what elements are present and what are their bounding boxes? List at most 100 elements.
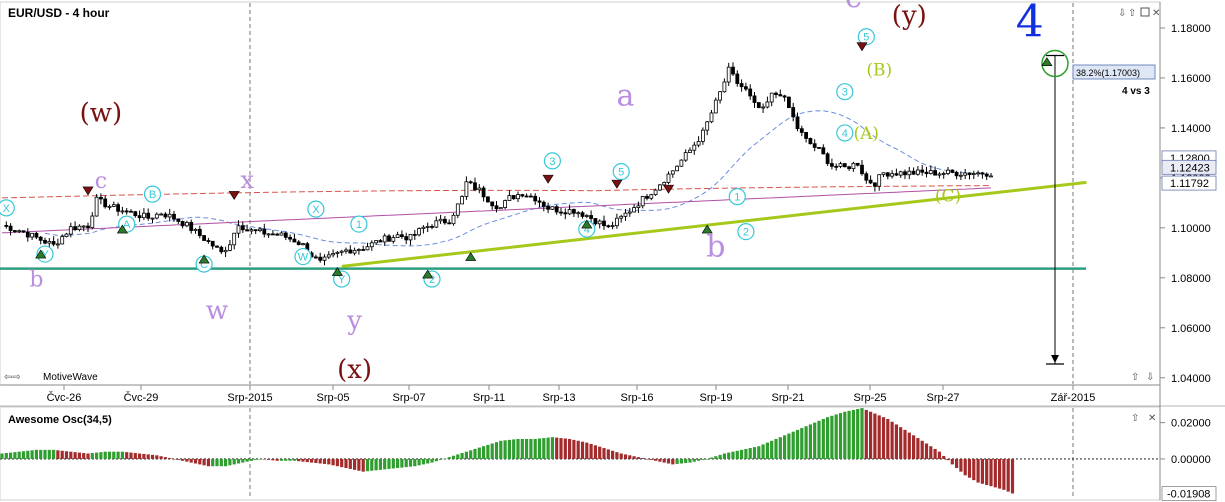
move-down-icon[interactable]: ⇩ xyxy=(1118,8,1126,19)
osc-move-up-icon[interactable]: ⇧ xyxy=(1131,413,1139,424)
candle-body xyxy=(597,220,602,225)
osc-bar xyxy=(1002,458,1006,490)
time-tick-label: Čvc-26 xyxy=(47,391,82,404)
osc-bar xyxy=(1006,458,1010,492)
pivot-high-marker xyxy=(611,179,623,189)
osc-bar xyxy=(744,448,748,459)
close-panel-icon[interactable]: ✕ xyxy=(1152,8,1160,19)
wave-circle-text: 1 xyxy=(356,219,362,231)
osc-bar xyxy=(714,456,718,459)
osc-close-icon[interactable]: ✕ xyxy=(1148,413,1156,424)
osc-bar xyxy=(662,458,666,463)
candle-body xyxy=(645,196,649,199)
candle-body xyxy=(99,196,103,200)
pivot-low-marker xyxy=(116,224,128,234)
osc-bar xyxy=(950,458,954,465)
fib-note: 4 vs 3 xyxy=(1122,86,1150,97)
osc-bar xyxy=(967,458,972,478)
candle-body xyxy=(120,210,125,213)
candle-body xyxy=(129,210,133,213)
candle-body xyxy=(808,138,813,145)
osc-bar xyxy=(271,458,275,461)
price-tick-label: 1.10000 xyxy=(1171,223,1211,235)
candle-body xyxy=(516,194,520,200)
osc-bar xyxy=(417,458,421,466)
move-up-icon[interactable]: ⇧ xyxy=(1128,8,1136,19)
osc-bar xyxy=(64,451,69,459)
candle-body xyxy=(976,172,980,175)
candle-body xyxy=(941,173,946,175)
osc-bar xyxy=(155,455,159,459)
panel-controls-main-bottom[interactable]: ⇧ ⇩ xyxy=(1131,372,1154,383)
wave-circle-label: 1 xyxy=(728,188,746,206)
candle-body xyxy=(752,95,757,103)
osc-bar xyxy=(615,452,619,459)
osc-bar xyxy=(206,458,210,467)
wave-label: (B) xyxy=(866,60,892,80)
osc-bar xyxy=(783,435,787,459)
time-tick-label: Srp-13 xyxy=(542,392,575,404)
candle-body xyxy=(933,170,937,176)
osc-bar xyxy=(800,428,804,459)
osc-bar xyxy=(568,438,572,459)
osc-bar xyxy=(864,409,868,459)
candle-body xyxy=(146,212,151,219)
candle-body xyxy=(632,207,636,213)
maximize-panel-icon[interactable] xyxy=(1140,7,1150,17)
osc-bar xyxy=(193,458,198,464)
osc-bar xyxy=(39,449,43,459)
osc-bar xyxy=(520,438,524,459)
osc-bar xyxy=(649,458,653,460)
footer-label: ⇦⇨ MotiveWave xyxy=(4,372,98,383)
osc-bar xyxy=(494,442,499,459)
pivot-low-marker xyxy=(331,267,343,276)
candle-body xyxy=(17,230,22,233)
time-tick-label: Srp-05 xyxy=(316,392,349,404)
osc-bar xyxy=(688,458,692,463)
osc-bar xyxy=(408,458,413,467)
osc-bar xyxy=(757,446,761,459)
candle-body xyxy=(94,196,99,217)
osc-bar xyxy=(30,450,34,459)
osc-bar xyxy=(198,458,202,465)
candle-body xyxy=(356,249,361,251)
osc-bar xyxy=(959,458,963,472)
osc-bar xyxy=(598,446,602,459)
candle-body xyxy=(176,218,181,222)
osc-bar xyxy=(903,429,907,459)
candle-body xyxy=(365,246,370,251)
osc-bar xyxy=(374,458,378,471)
candle-body xyxy=(688,149,692,153)
candle-body xyxy=(408,234,413,241)
target-circle xyxy=(1041,49,1069,78)
osc-bar xyxy=(985,458,989,485)
osc-bar xyxy=(439,458,443,460)
scroll-up-icon[interactable]: ⇧ xyxy=(1131,372,1139,383)
candle-body xyxy=(610,225,615,228)
osc-bar xyxy=(946,458,950,461)
candle-body xyxy=(288,236,293,240)
candle-body xyxy=(361,249,366,251)
panel-controls-osc[interactable]: ⇧ ✕ xyxy=(1131,413,1156,424)
candle-body xyxy=(804,132,808,139)
candle-body xyxy=(765,101,770,108)
osc-bar xyxy=(327,458,331,465)
osc-bar xyxy=(159,456,163,459)
wave-label: (y) xyxy=(892,1,927,31)
wave-circle-text: 1 xyxy=(734,192,740,204)
candle-body xyxy=(606,225,611,228)
candle-body xyxy=(623,212,628,217)
wave-circle-label: X xyxy=(307,200,325,218)
price-tick-label: 1.06000 xyxy=(1171,323,1211,335)
osc-bar xyxy=(482,446,486,459)
scroll-down-icon[interactable]: ⇩ xyxy=(1146,372,1154,383)
candle-body xyxy=(490,201,495,207)
panel-controls-top[interactable]: ⇩ ⇧ ✕ xyxy=(1118,7,1160,19)
wave-label: (A) xyxy=(854,124,880,144)
osc-bar xyxy=(860,408,864,459)
pan-arrows-icon[interactable]: ⇦⇨ xyxy=(4,372,21,383)
candle-body xyxy=(593,218,598,225)
candle-body xyxy=(30,232,35,238)
osc-bar xyxy=(572,439,576,459)
